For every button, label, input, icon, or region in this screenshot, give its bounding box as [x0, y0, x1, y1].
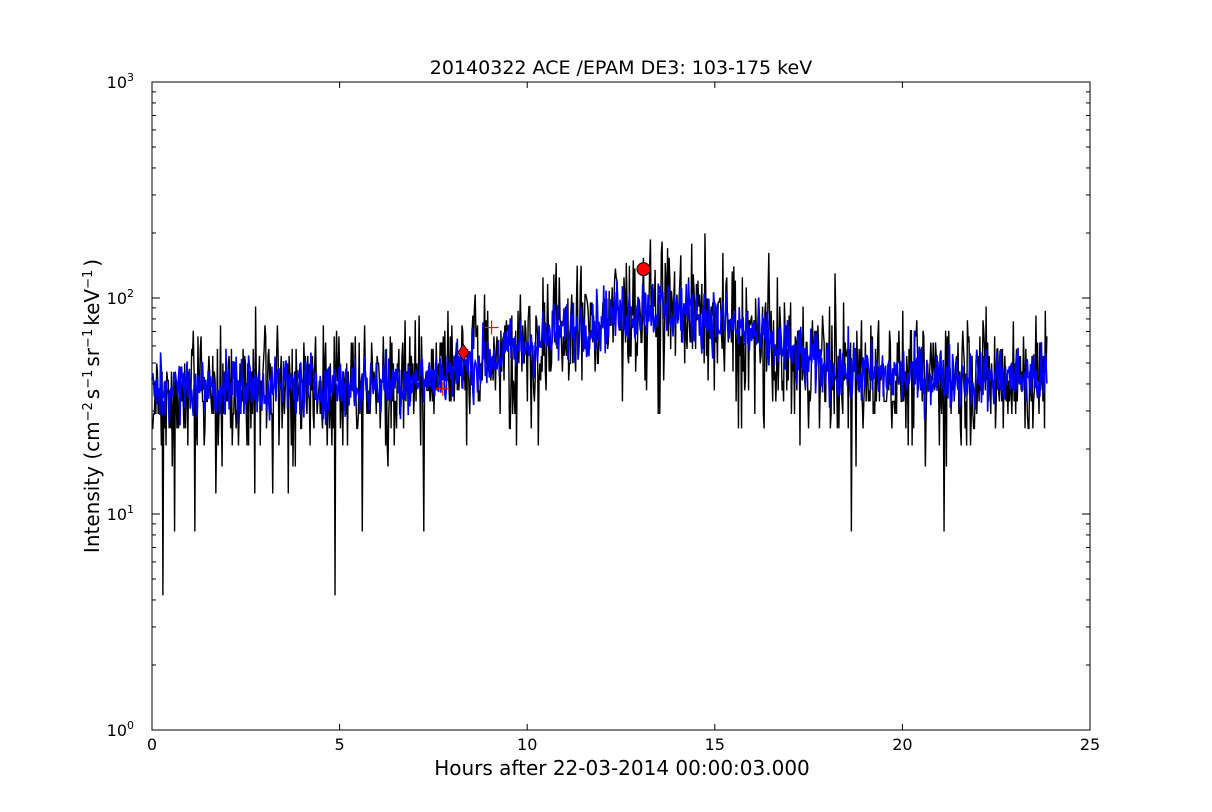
- y-tick-exponent: 1: [127, 503, 134, 516]
- y-tick-base: 10: [107, 505, 127, 524]
- plus-marker: [435, 381, 450, 396]
- x-tick-label: 5: [335, 735, 345, 754]
- y-label-exp-cm: −2: [81, 402, 96, 421]
- x-tick-label: 10: [517, 735, 537, 754]
- y-label-s: s: [80, 389, 104, 399]
- plot-area: [151, 233, 1048, 596]
- y-tick-label: 103: [107, 71, 134, 92]
- y-label-prefix: Intensity (cm: [80, 421, 104, 553]
- chart-title: 20140322 ACE /EPAM DE3: 103-175 keV: [430, 57, 812, 79]
- y-label-suffix: ): [80, 259, 104, 267]
- onset-diamond-marker: [457, 343, 470, 362]
- y-label-exp-sr: −1: [81, 329, 96, 348]
- x-tick-label: 25: [1080, 735, 1100, 754]
- y-tick-label: 100: [107, 719, 134, 740]
- y-tick-exponent: 3: [127, 71, 134, 84]
- series-layer: [151, 233, 1048, 596]
- x-axis-label: Hours after 22-03-2014 00:00:03.000: [434, 756, 810, 780]
- y-tick-label: 102: [107, 287, 134, 308]
- y-tick-exponent: 2: [127, 287, 134, 300]
- x-tick-label: 0: [147, 735, 157, 754]
- y-tick-label: 101: [107, 503, 134, 524]
- y-tick-base: 10: [107, 721, 127, 740]
- y-label-kev: keV: [80, 289, 104, 326]
- y-tick-base: 10: [107, 73, 127, 92]
- y-label-exp-s: −1: [81, 370, 96, 389]
- y-label-sr: sr: [80, 347, 104, 366]
- y-tick-exponent: 0: [127, 719, 134, 732]
- y-axis-label: Intensity (cm−2s−1sr−1keV−1): [80, 259, 104, 553]
- y-label-exp-kev: −1: [81, 270, 96, 289]
- marker-layer: [435, 262, 651, 396]
- smoothed-intensity-line: [151, 280, 1048, 426]
- plus-marker: [484, 320, 499, 335]
- plot-frame: [151, 81, 1091, 731]
- peak-circle-marker: [636, 262, 651, 277]
- x-tick-label: 15: [705, 735, 725, 754]
- x-tick-label: 20: [892, 735, 912, 754]
- y-tick-base: 10: [107, 289, 127, 308]
